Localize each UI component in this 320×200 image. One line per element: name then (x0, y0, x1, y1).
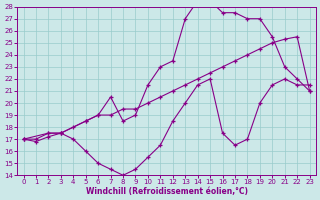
X-axis label: Windchill (Refroidissement éolien,°C): Windchill (Refroidissement éolien,°C) (85, 187, 248, 196)
